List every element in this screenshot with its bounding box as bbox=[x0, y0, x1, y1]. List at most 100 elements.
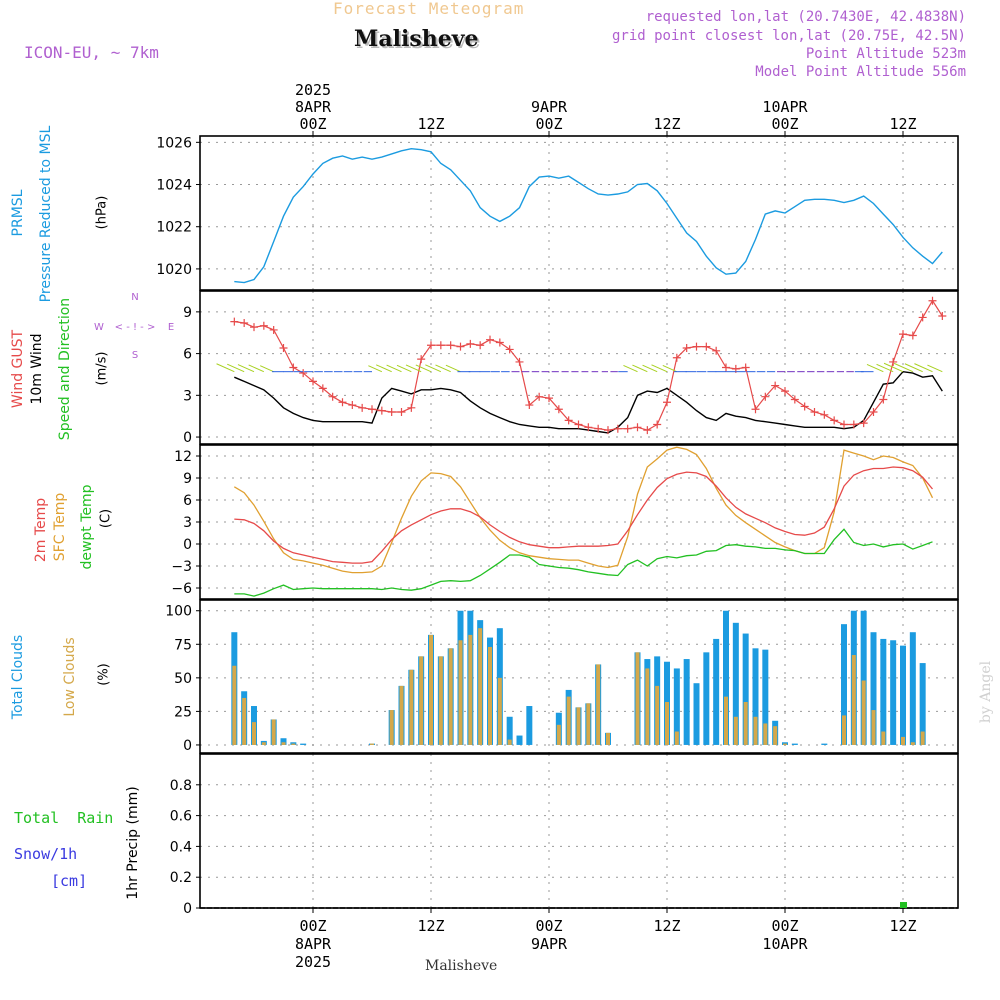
gust-marker bbox=[623, 424, 632, 433]
wind-arrow bbox=[227, 363, 245, 373]
panel-frame bbox=[199, 599, 959, 754]
gust-marker bbox=[427, 341, 435, 350]
low-cloud-bar bbox=[556, 724, 561, 745]
panel-frame bbox=[199, 290, 959, 445]
total-cloud-bar bbox=[752, 648, 759, 745]
y-tick-label: 50 bbox=[174, 671, 192, 687]
low-cloud-bar bbox=[773, 726, 778, 745]
gust-marker bbox=[466, 339, 475, 348]
gust-marker bbox=[279, 344, 288, 353]
gust-marker bbox=[564, 416, 573, 425]
bottom-time-label: 8APR bbox=[295, 935, 332, 953]
bottom-time-label: 9APR bbox=[531, 935, 568, 953]
low-cloud-bar bbox=[753, 716, 758, 745]
y-tick-label: 1022 bbox=[156, 220, 192, 236]
gust-marker bbox=[889, 357, 898, 366]
low-cloud-bar bbox=[576, 707, 581, 745]
wind-arrow bbox=[259, 365, 274, 373]
gust-marker bbox=[309, 377, 317, 386]
gust-marker bbox=[338, 398, 347, 407]
bottom-time-label: 00Z bbox=[535, 917, 562, 935]
bottom-time-label: 12Z bbox=[889, 917, 916, 935]
gust-marker bbox=[436, 341, 445, 350]
wind-arrow bbox=[623, 364, 638, 373]
low-cloud-bar bbox=[429, 634, 433, 745]
wind-arrow bbox=[445, 364, 461, 373]
y-tick-label: 0.6 bbox=[170, 809, 192, 825]
bottom-time-label: 12Z bbox=[417, 917, 444, 935]
total-cloud-bar bbox=[841, 624, 847, 745]
gust-marker bbox=[790, 395, 799, 404]
gust-marker bbox=[240, 318, 249, 327]
pressure-line bbox=[234, 147, 943, 284]
gust-marker bbox=[741, 363, 750, 372]
y-tick-label: 0 bbox=[183, 430, 192, 446]
gust-marker bbox=[643, 426, 652, 435]
gust-marker bbox=[574, 420, 583, 429]
low-cloud-bar bbox=[665, 702, 669, 745]
low-cloud-bar bbox=[566, 696, 571, 745]
total-cloud-bar bbox=[693, 683, 700, 745]
wind-arrow bbox=[237, 364, 255, 373]
gust-marker bbox=[486, 335, 494, 344]
gust-marker bbox=[289, 363, 298, 372]
y-tick-label: 3 bbox=[183, 388, 192, 404]
y-tick-label: 0 bbox=[183, 537, 192, 553]
top-time-label: 8APR bbox=[295, 98, 332, 116]
low-cloud-bar bbox=[596, 664, 601, 745]
low-cloud-bar bbox=[448, 648, 453, 745]
low-cloud-bar bbox=[458, 640, 463, 745]
y-tick-label: 75 bbox=[174, 637, 192, 653]
gust-marker bbox=[751, 405, 760, 414]
total-cloud-bar bbox=[870, 632, 877, 745]
low-cloud-bar bbox=[399, 685, 404, 745]
top-time-label: 9APR bbox=[531, 98, 568, 116]
requested-coords: requested lon,lat (20.7430E, 42.4838N) bbox=[645, 9, 966, 25]
gust-marker bbox=[840, 420, 848, 429]
gust-marker bbox=[722, 363, 730, 372]
low-cloud-bar bbox=[655, 685, 660, 745]
gust-marker bbox=[456, 342, 465, 351]
low-cloud-bar bbox=[291, 743, 296, 745]
snow-label: Snow/1h bbox=[14, 845, 78, 863]
gust-marker bbox=[358, 403, 367, 412]
low-cloud-bar bbox=[783, 743, 787, 745]
low-cloud-bar bbox=[242, 697, 247, 745]
total-cloud-bar bbox=[280, 738, 287, 745]
y-tick-label: 9 bbox=[183, 305, 192, 321]
sfc-temp-line bbox=[233, 446, 934, 574]
footer-location: Malisheve bbox=[425, 958, 498, 974]
gust-marker bbox=[918, 313, 927, 322]
gust-marker bbox=[859, 419, 868, 428]
gust-marker bbox=[318, 384, 327, 393]
low-cloud-bar bbox=[763, 723, 768, 745]
gust-marker bbox=[407, 403, 416, 412]
wind-arrow bbox=[248, 364, 265, 373]
y-tick-label: 1020 bbox=[156, 262, 192, 278]
bottom-time-label: 2025 bbox=[295, 953, 331, 971]
wind-arrow bbox=[368, 365, 383, 373]
y-tick-label: 9 bbox=[183, 471, 192, 487]
gust-marker bbox=[702, 342, 711, 351]
total-cloud-bar bbox=[919, 663, 926, 745]
gust-marker bbox=[879, 395, 888, 404]
gust-marker bbox=[781, 387, 789, 396]
panel-frame bbox=[199, 753, 959, 909]
gust-marker bbox=[633, 423, 642, 432]
total-cloud-bar bbox=[703, 652, 710, 745]
wind-arrow bbox=[216, 363, 235, 373]
gust-marker bbox=[663, 398, 671, 407]
gust-marker bbox=[594, 424, 603, 433]
gust-marker bbox=[849, 420, 858, 429]
gust-marker bbox=[368, 405, 376, 414]
low-cloud-bar bbox=[389, 710, 394, 745]
gust-marker bbox=[554, 405, 563, 414]
wind-arrow bbox=[904, 363, 923, 373]
gust-marker bbox=[545, 394, 553, 403]
total-cloud-bar bbox=[723, 610, 729, 745]
y-tick-label: 0 bbox=[183, 738, 192, 754]
gust-marker bbox=[269, 325, 278, 334]
compass-s: S bbox=[132, 350, 138, 361]
